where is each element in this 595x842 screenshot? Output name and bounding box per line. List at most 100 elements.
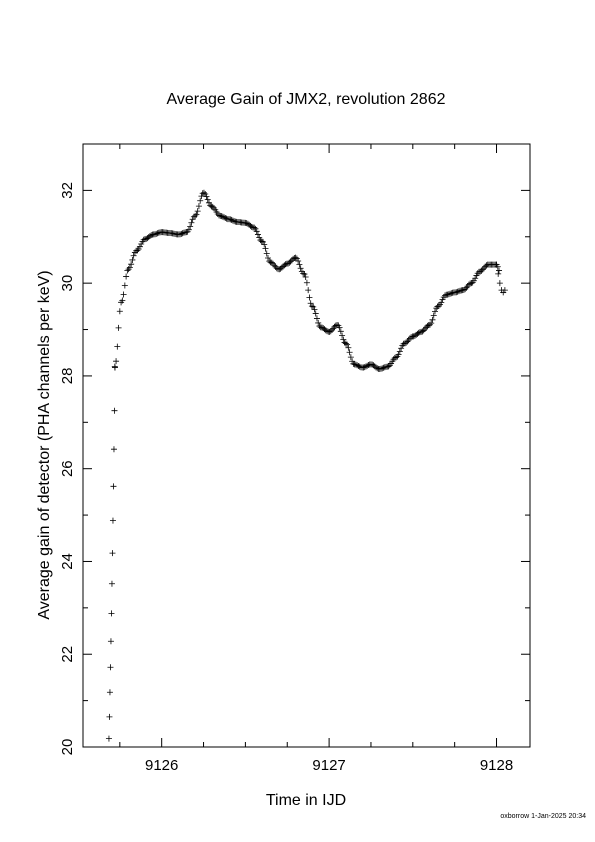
y-tick-label: 26 (59, 460, 76, 477)
data-point (116, 308, 123, 315)
data-point (123, 273, 130, 280)
data-point (179, 230, 186, 237)
data-points (105, 189, 508, 742)
data-point (119, 297, 126, 304)
data-point (203, 193, 210, 200)
data-point (228, 216, 235, 223)
data-point (496, 267, 503, 274)
data-point (204, 196, 211, 203)
data-point (121, 282, 128, 289)
data-point (312, 310, 319, 317)
data-point (120, 291, 127, 298)
data-point (111, 363, 118, 370)
data-point (327, 328, 334, 335)
data-point (364, 362, 371, 369)
chart-title: Average Gain of JMX2, revolution 2862 (167, 91, 446, 108)
plot-frame (82, 143, 531, 748)
data-point (315, 319, 322, 326)
data-point (310, 303, 317, 310)
data-point (254, 231, 261, 238)
data-point (448, 290, 455, 297)
data-point (410, 333, 417, 340)
data-point (350, 360, 357, 367)
data-point (311, 306, 318, 313)
data-point (479, 266, 486, 273)
data-point (297, 265, 304, 272)
data-point (130, 252, 137, 259)
data-point (192, 212, 199, 219)
data-point (271, 262, 278, 269)
data-point (361, 364, 368, 371)
data-point (248, 223, 255, 230)
data-point (151, 231, 158, 238)
data-point (134, 247, 141, 254)
data-point (253, 228, 260, 235)
y-axis-label: Average gain of detector (PHA channels p… (36, 270, 53, 619)
data-point (110, 483, 117, 490)
data-point (355, 362, 362, 369)
data-point (268, 259, 275, 266)
data-point (109, 550, 116, 557)
data-point (292, 254, 299, 261)
data-point (258, 238, 265, 245)
y-tick-label: 20 (59, 739, 76, 756)
data-point (256, 234, 263, 241)
data-point (398, 345, 405, 352)
data-point (378, 365, 384, 372)
data-point (252, 225, 259, 232)
data-point (349, 358, 356, 365)
data-point (140, 236, 147, 243)
data-point (478, 267, 485, 274)
data-point (108, 580, 115, 587)
data-point (430, 312, 437, 319)
data-point (429, 316, 436, 323)
data-point (107, 664, 114, 671)
data-point (193, 211, 200, 218)
data-point (296, 261, 303, 268)
data-point (405, 336, 412, 343)
data-point (365, 361, 372, 368)
data-point (281, 262, 288, 269)
data-point (276, 266, 283, 273)
data-point (354, 362, 361, 369)
data-point (247, 222, 254, 229)
data-point (302, 273, 309, 280)
data-point (501, 287, 508, 294)
data-point (136, 243, 143, 250)
data-point (105, 735, 112, 742)
data-point (177, 231, 184, 238)
data-point (115, 324, 122, 331)
data-point (380, 364, 387, 371)
data-point (110, 446, 117, 453)
data-point (189, 216, 196, 223)
data-point (266, 258, 273, 265)
data-point (146, 233, 153, 240)
data-point (495, 270, 502, 277)
data-point (344, 341, 351, 348)
x-axis-label: Time in IJD (266, 792, 346, 809)
data-point (337, 328, 344, 335)
data-point (216, 212, 223, 219)
data-point (198, 193, 205, 200)
data-point (472, 275, 479, 282)
data-point (207, 202, 214, 209)
data-point (480, 265, 487, 272)
data-point (483, 262, 490, 269)
data-point (270, 260, 277, 267)
data-point (262, 245, 269, 252)
data-point (194, 208, 201, 215)
data-point (263, 250, 270, 257)
data-point (345, 344, 352, 351)
data-point (199, 190, 206, 197)
data-point (496, 280, 503, 287)
data-point (125, 266, 132, 273)
data-point (155, 229, 162, 236)
data-point (209, 203, 216, 210)
data-point (300, 270, 307, 277)
data-point (330, 325, 337, 332)
data-point (195, 203, 202, 210)
data-point (372, 364, 379, 371)
data-point (415, 329, 422, 336)
data-point (453, 289, 460, 296)
data-point (126, 264, 133, 271)
